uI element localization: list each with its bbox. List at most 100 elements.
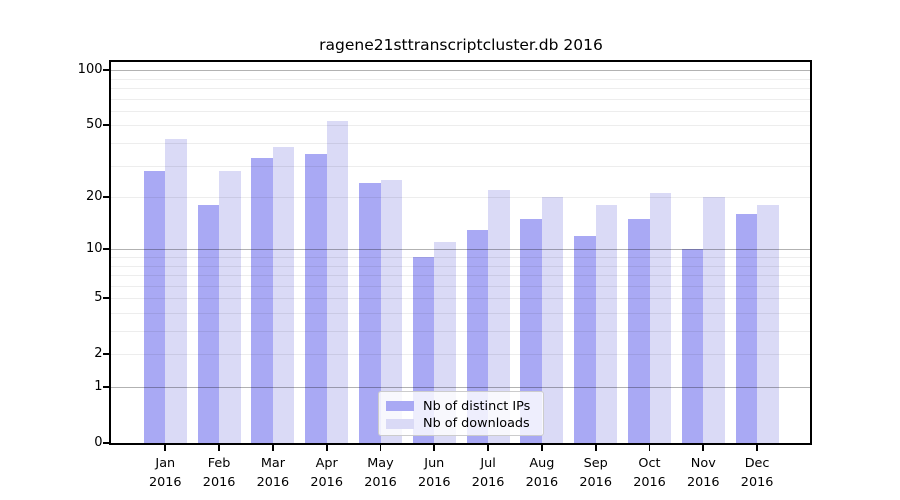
bar-distinct-ips-may — [359, 182, 381, 443]
gridline-minor — [111, 312, 810, 314]
gridline-minor — [111, 331, 810, 333]
gridline-minor — [111, 197, 810, 199]
bar-distinct-ips-apr — [305, 153, 327, 443]
bar-downloads-aug — [541, 197, 564, 443]
y-tick-label: 20 — [85, 189, 103, 205]
bar-downloads-apr — [326, 120, 349, 443]
y-tick-mark — [102, 297, 110, 300]
x-tick-year: 2016 — [740, 475, 774, 490]
gridline-minor — [111, 125, 810, 127]
legend-swatch-distinct-ips — [386, 401, 414, 411]
legend: Nb of distinct IPs Nb of downloads — [378, 391, 544, 436]
x-tick-year: 2016 — [364, 475, 397, 490]
y-tick-mark — [102, 196, 110, 198]
x-tick-mark — [379, 444, 382, 451]
x-tick-year: 2016 — [202, 475, 236, 490]
x-tick-mark — [164, 444, 167, 451]
x-tick-year: 2016 — [310, 475, 343, 490]
bar-downloads-mar — [272, 147, 295, 443]
gridline-minor — [111, 165, 810, 167]
bar-downloads-sep — [595, 205, 618, 443]
y-tick-label: 1 — [94, 379, 103, 394]
x-tick-year: 2016 — [633, 475, 666, 490]
bar-distinct-ips-oct — [628, 219, 650, 443]
x-tick-mark — [487, 444, 489, 451]
bar-downloads-jan — [165, 139, 187, 443]
bar-downloads-jul — [488, 189, 510, 443]
y-tick-mark — [102, 442, 110, 444]
y-tick-label: 2 — [94, 346, 103, 362]
gridline-minor — [111, 143, 810, 145]
x-tick-label-may: May 2016 — [352, 454, 410, 492]
gridline-minor — [111, 88, 810, 90]
bar-downloads-may — [380, 179, 402, 443]
gridline-minor — [111, 98, 810, 100]
gridline-minor — [111, 78, 810, 80]
legend-swatch-downloads — [386, 418, 414, 429]
x-tick-year: 2016 — [687, 475, 720, 490]
x-tick-year: 2016 — [418, 475, 451, 490]
x-tick-year: 2016 — [525, 475, 559, 490]
gridline-minor — [111, 275, 810, 277]
x-tick-mark — [594, 444, 597, 451]
x-tick-label-jul: Jul 2016 — [459, 454, 517, 492]
gridline-minor — [111, 110, 810, 112]
x-tick-label-sep: Sep 2016 — [567, 454, 625, 492]
bar-distinct-ips-sep — [574, 235, 596, 443]
legend-item-distinct-ips: Nb of distinct IPs — [386, 398, 543, 415]
bar-distinct-ips-aug — [520, 219, 542, 443]
gridline-minor — [111, 298, 810, 300]
gridline-minor — [111, 257, 810, 258]
gridline-minor — [111, 265, 810, 267]
x-tick-label-oct: Oct 2016 — [621, 454, 679, 492]
x-tick-label-nov: Nov 2016 — [674, 454, 732, 492]
x-tick-mark — [218, 444, 220, 451]
bar-distinct-ips-jan — [143, 170, 166, 443]
gridline-minor — [111, 285, 810, 287]
x-tick-year: 2016 — [256, 475, 290, 490]
x-tick-mark — [433, 444, 436, 451]
bar-downloads-feb — [219, 170, 241, 443]
y-tick-mark — [102, 124, 110, 127]
gridline-major — [111, 387, 810, 388]
y-tick-label: 10 — [85, 241, 103, 257]
x-tick-mark — [648, 444, 651, 451]
x-tick-label-feb: Feb 2016 — [190, 454, 248, 492]
x-tick-label-mar: Mar 2016 — [244, 454, 302, 492]
legend-label-downloads: Nb of downloads — [423, 416, 530, 431]
x-tick-label-apr: Apr 2016 — [298, 454, 356, 492]
bar-downloads-nov — [703, 197, 725, 443]
x-tick-label-jan: Jan 2016 — [136, 454, 194, 492]
x-tick-mark — [756, 444, 758, 451]
x-tick-mark — [702, 444, 705, 451]
y-tick-mark — [102, 248, 110, 251]
x-tick-year: 2016 — [471, 475, 505, 490]
gridline-major — [111, 70, 810, 72]
bar-distinct-ips-feb — [197, 205, 220, 443]
bar-downloads-oct — [649, 193, 671, 443]
x-tick-year: 2016 — [579, 475, 612, 490]
gridline-minor — [111, 354, 810, 356]
bar-distinct-ips-nov — [681, 249, 704, 443]
y-tick-mark — [102, 386, 110, 388]
y-tick-mark — [102, 353, 110, 356]
y-tick-label: 100 — [77, 62, 103, 78]
x-tick-mark — [272, 444, 274, 451]
x-tick-mark — [541, 444, 543, 451]
x-tick-label-jun: Jun 2016 — [405, 454, 463, 492]
y-tick-label: 0 — [94, 435, 103, 450]
y-tick-label: 50 — [85, 117, 103, 133]
x-tick-year: 2016 — [149, 475, 182, 490]
x-tick-label-aug: Aug 2016 — [513, 454, 571, 492]
x-tick-label-dec: Dec 2016 — [728, 454, 786, 492]
bar-downloads-dec — [757, 205, 779, 443]
bar-distinct-ips-mar — [251, 158, 273, 443]
legend-label-distinct-ips: Nb of distinct IPs — [423, 398, 531, 414]
bar-distinct-ips-dec — [735, 214, 758, 443]
y-tick-label: 5 — [94, 290, 103, 306]
bar-distinct-ips-jul — [466, 229, 489, 443]
